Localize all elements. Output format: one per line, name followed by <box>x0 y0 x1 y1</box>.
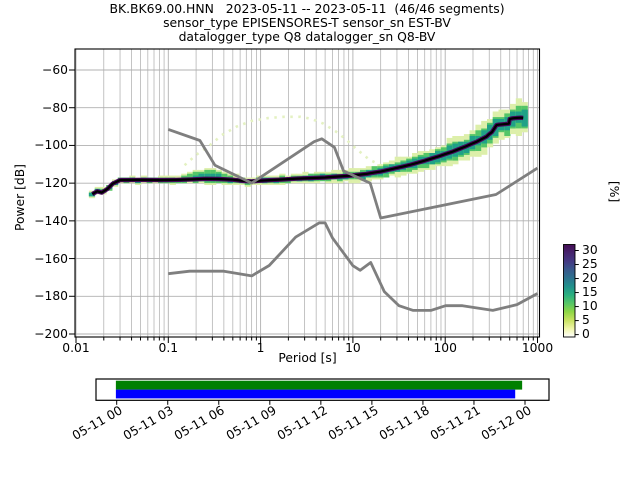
timeline-bar-data <box>115 389 516 399</box>
y-tick-label: −200 <box>34 326 68 341</box>
x-tick-label: 100 <box>433 341 457 355</box>
colorbar-tick-label: 30 <box>582 243 598 258</box>
x-tick-label: 0.1 <box>158 341 179 355</box>
page-title: BK.BK69.00.HNN 2023-05-11 -- 2023-05-11 … <box>109 1 505 16</box>
nlnm-curve <box>168 221 539 312</box>
noise-models <box>167 128 539 312</box>
y-tick-label: −60 <box>42 63 68 77</box>
y-tick-label: −180 <box>34 289 68 304</box>
colorbar-tick-label: 0 <box>582 327 590 342</box>
y-tick-label: −120 <box>34 176 68 191</box>
y-tick-label: −80 <box>42 100 68 115</box>
title-block: BK.BK69.00.HNN 2023-05-11 -- 2023-05-11 … <box>0 1 614 45</box>
plot-frame <box>74 48 541 338</box>
colorbar <box>563 244 579 338</box>
colorbar-tick-label: 15 <box>582 285 598 300</box>
x-tick-label: 1 <box>256 341 265 355</box>
colorbar-tick-label: 10 <box>582 299 598 314</box>
x-tick-label: 10 <box>345 341 361 355</box>
colorbar-tick-label: 5 <box>582 313 590 328</box>
event-arc <box>183 115 407 172</box>
y-tick-label: −100 <box>34 138 68 153</box>
timeline-bar-coverage <box>115 380 523 390</box>
colorbar-tick-label: 25 <box>582 257 598 272</box>
axis-ticks <box>69 69 538 343</box>
y-tick-label: −140 <box>34 213 68 228</box>
colorbar-label: [%] <box>607 181 621 203</box>
x-tick-label: 1000 <box>521 341 554 355</box>
y-tick-label: −160 <box>34 251 68 266</box>
timeline <box>95 378 550 405</box>
colorbar-tick-label: 20 <box>582 271 598 286</box>
nhnm-curve <box>167 128 539 220</box>
subtitle-sensor: sensor_type EPISENSORES-T sensor_sn EST-… <box>163 15 451 31</box>
psd-mode-line <box>91 116 524 196</box>
x-axis-label: Period [s] <box>278 351 337 365</box>
colorbar-gradient <box>563 244 576 338</box>
x-tick-label: 0.01 <box>62 341 90 355</box>
grid-lines <box>75 49 540 337</box>
subtitle-datalogger: datalogger_type Q8 datalogger_sn Q8-BV <box>178 29 436 45</box>
